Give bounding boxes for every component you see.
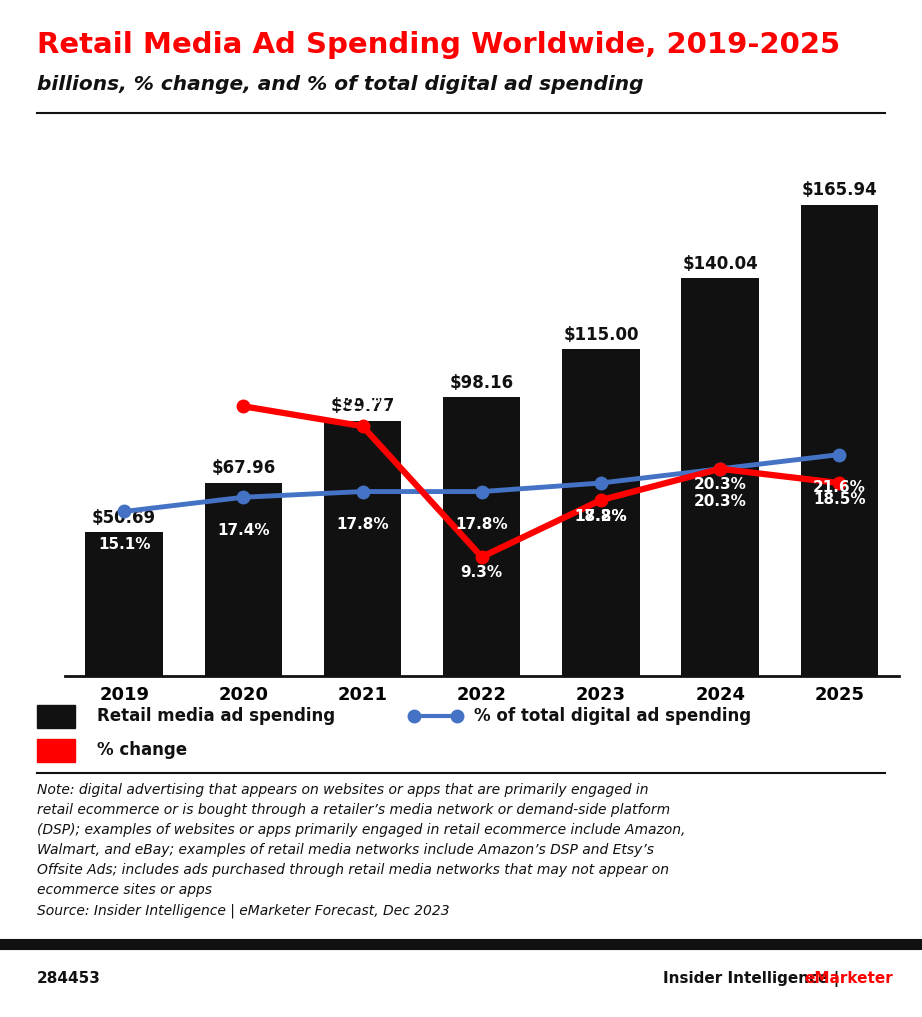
Text: 32.1%: 32.1% bbox=[337, 397, 389, 412]
Text: billions, % change, and % of total digital ad spending: billions, % change, and % of total digit… bbox=[37, 75, 644, 94]
Text: 17.8%: 17.8% bbox=[337, 517, 389, 532]
Bar bbox=[800, 204, 878, 676]
Text: Retail Media Ad Spending Worldwide, 2019-2025: Retail Media Ad Spending Worldwide, 2019… bbox=[37, 31, 840, 59]
Text: $67.96: $67.96 bbox=[211, 460, 276, 477]
Text: 20.3%: 20.3% bbox=[693, 477, 747, 492]
Text: $115.00: $115.00 bbox=[563, 325, 639, 344]
Text: eMarketer: eMarketer bbox=[804, 971, 893, 986]
Text: $89.77: $89.77 bbox=[330, 398, 395, 416]
Bar bbox=[86, 532, 163, 676]
Text: 18.5%: 18.5% bbox=[813, 491, 866, 506]
Text: $50.69: $50.69 bbox=[92, 508, 156, 527]
Text: 15.1%: 15.1% bbox=[98, 537, 150, 552]
Bar bbox=[562, 350, 640, 676]
Text: Insider Intelligence |: Insider Intelligence | bbox=[663, 971, 845, 986]
Text: $140.04: $140.04 bbox=[682, 254, 758, 273]
Text: 284453: 284453 bbox=[37, 971, 100, 986]
Text: $165.94: $165.94 bbox=[801, 181, 877, 199]
Bar bbox=[37, 739, 76, 763]
Text: 21.6%: 21.6% bbox=[813, 480, 866, 495]
Bar bbox=[37, 705, 76, 728]
Bar bbox=[205, 483, 282, 676]
Text: 17.4%: 17.4% bbox=[217, 523, 269, 538]
Text: % of total digital ad spending: % of total digital ad spending bbox=[474, 708, 751, 725]
Text: 34.1%: 34.1% bbox=[217, 377, 269, 393]
Text: % change: % change bbox=[97, 741, 187, 759]
Text: 9.3%: 9.3% bbox=[461, 565, 502, 581]
Text: $98.16: $98.16 bbox=[450, 373, 514, 392]
Text: Retail media ad spending: Retail media ad spending bbox=[97, 708, 335, 725]
Text: 17.8%: 17.8% bbox=[455, 517, 508, 532]
Bar bbox=[681, 279, 759, 676]
Text: 18.8%: 18.8% bbox=[574, 508, 627, 524]
Text: 17.2%: 17.2% bbox=[574, 508, 627, 524]
Bar bbox=[324, 421, 401, 676]
Text: Note: digital advertising that appears on websites or apps that are primarily en: Note: digital advertising that appears o… bbox=[37, 783, 685, 918]
Text: 20.3%: 20.3% bbox=[693, 494, 747, 510]
Bar bbox=[443, 398, 521, 676]
